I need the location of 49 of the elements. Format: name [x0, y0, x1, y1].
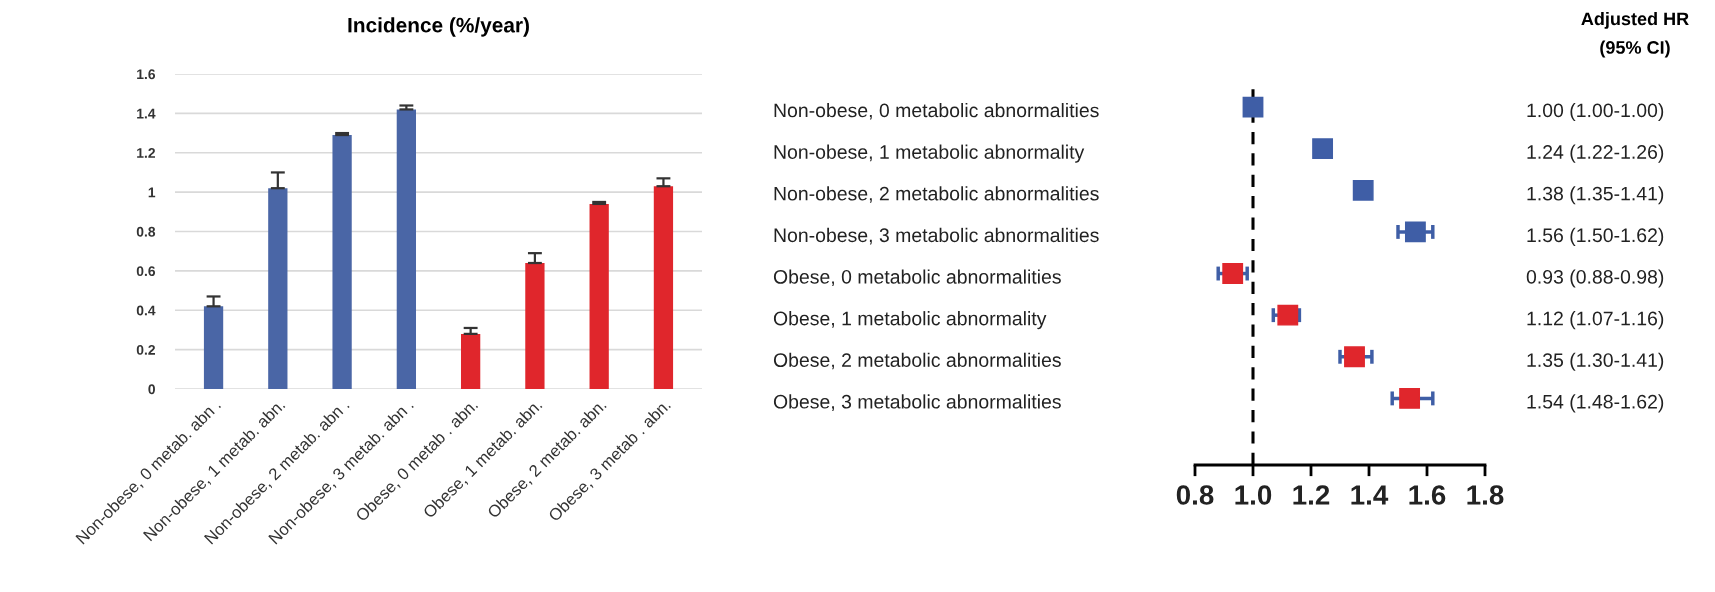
y-tick-label: Non-obese, 0 metabolic abnormalities — [774, 102, 1099, 120]
point — [1399, 387, 1421, 409]
point — [1242, 96, 1264, 118]
data-label: 1.56 (1.50-1.62) — [1527, 227, 1664, 246]
data-label: 1.54 (1.48-1.62) — [1527, 394, 1664, 413]
x-tick-label: 1.6 — [1409, 485, 1446, 505]
text: Adjusted HR (95% CI) — [1581, 12, 1689, 58]
bar — [525, 263, 545, 389]
y-tick-label: 0.4 — [136, 305, 156, 316]
y-tick-label: Obese, 3 metabolic abnormalities — [773, 394, 1061, 411]
y-tick-label: 0.2 — [136, 344, 155, 355]
y-tick-label: 1.6 — [137, 69, 156, 80]
bar — [396, 109, 417, 389]
data-label: 1.35 (1.30-1.41) — [1527, 352, 1664, 371]
bar — [332, 135, 352, 389]
x-tick-label: 0.8 — [1176, 485, 1214, 505]
point — [1404, 221, 1426, 243]
x-tick-label: 1.0 — [1235, 485, 1272, 505]
x-tick-label: 1.2 — [1293, 485, 1330, 505]
point — [1344, 346, 1365, 368]
bar — [268, 188, 288, 389]
data-label: 0.93 (0.88-0.98) — [1526, 269, 1664, 288]
y-tick-label: Obese, 0 metabolic abnormalities — [773, 269, 1061, 287]
bar — [589, 203, 609, 389]
point — [1312, 138, 1334, 160]
x-tick-label: 1.4 — [1351, 485, 1389, 505]
data-label: 1.24 (1.22-1.26) — [1527, 144, 1664, 163]
point — [1222, 263, 1244, 284]
y-tick-label: Non-obese, 2 metabolic abnormalities — [774, 186, 1099, 203]
data-label: 1.12 (1.07-1.16) — [1527, 311, 1664, 330]
chart-title: Incidence (%/year) — [348, 17, 529, 37]
y-tick-label: Non-obese, 3 metabolic abnormalities — [774, 227, 1099, 245]
y-tick-label: 0 — [148, 384, 155, 395]
bar — [653, 186, 674, 389]
point — [1352, 179, 1374, 201]
y-tick-label: Obese, 1 metabolic abnormality — [773, 311, 1047, 330]
bar — [460, 333, 481, 389]
x-tick-label: 1.8 — [1467, 485, 1504, 505]
y-tick-label: 1.2 — [137, 148, 155, 158]
data-label: 1.00 (1.00-1.00) — [1527, 102, 1664, 122]
data-label: 1.38 (1.35-1.41) — [1527, 186, 1664, 205]
y-tick-label: Obese, 2 metabolic abnormalities — [773, 352, 1061, 370]
bar — [203, 306, 224, 389]
y-tick-label: 1.4 — [137, 108, 156, 119]
y-tick-label: 0.6 — [136, 266, 156, 277]
y-tick-label: Non-obese, 1 metabolic abnormality — [774, 144, 1085, 163]
y-tick-label: 0.8 — [136, 226, 156, 237]
y-tick-label: 1 — [148, 187, 156, 198]
point — [1277, 304, 1299, 326]
